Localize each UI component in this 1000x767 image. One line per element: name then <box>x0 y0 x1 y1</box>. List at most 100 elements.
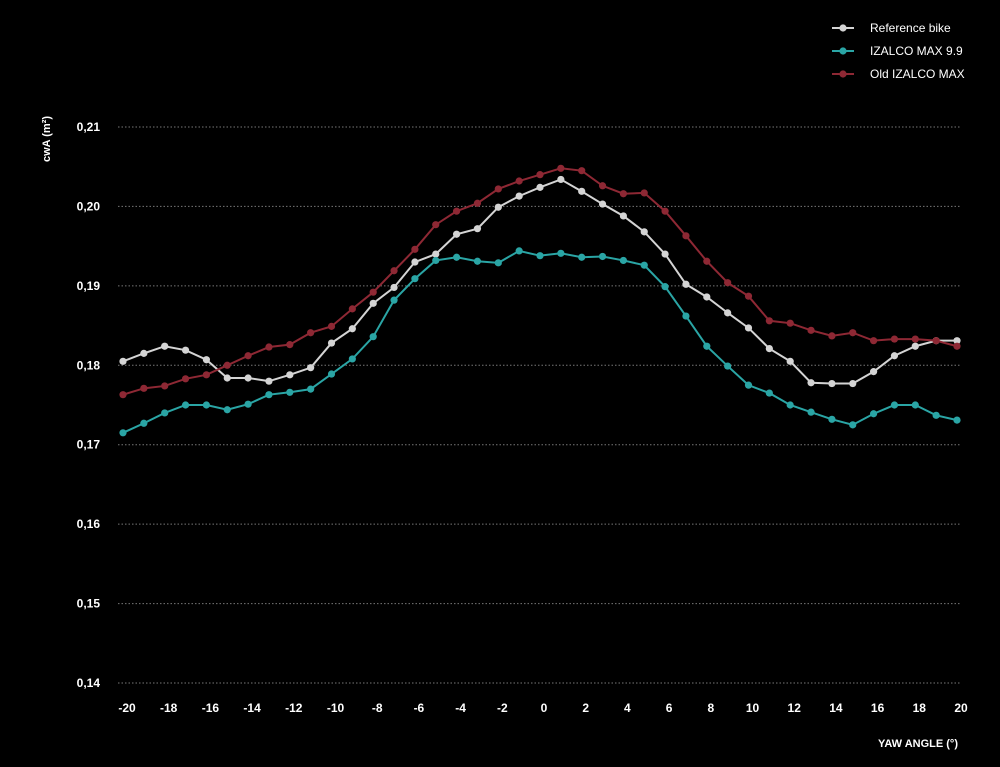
x-tick-label: -12 <box>285 701 303 715</box>
data-point <box>807 379 815 387</box>
data-point <box>369 288 377 296</box>
data-point <box>161 342 169 350</box>
data-point <box>286 388 294 396</box>
y-tick-label: 0,16 <box>77 517 101 531</box>
data-point <box>536 183 544 191</box>
data-point <box>807 326 815 334</box>
data-point <box>536 171 544 179</box>
data-point <box>453 253 461 261</box>
data-point <box>619 190 628 198</box>
x-tick-label: 10 <box>746 701 760 715</box>
data-point <box>265 343 273 351</box>
data-point <box>890 401 899 409</box>
x-tick-label: -6 <box>414 701 425 715</box>
data-point <box>890 335 899 343</box>
x-tick-label: 14 <box>829 701 843 715</box>
x-tick-label: 6 <box>666 701 673 715</box>
data-point <box>765 345 773 353</box>
data-point <box>307 385 315 393</box>
y-tick-label: 0,14 <box>77 676 101 690</box>
data-point <box>494 185 502 193</box>
data-point <box>202 401 210 409</box>
data-point <box>119 429 127 437</box>
data-point <box>682 232 690 240</box>
data-point <box>327 322 336 330</box>
data-point <box>140 384 148 392</box>
data-point <box>348 325 356 333</box>
data-point <box>161 382 169 390</box>
data-point <box>703 342 711 350</box>
data-point <box>661 283 669 291</box>
data-point <box>286 371 294 379</box>
data-point <box>432 256 440 265</box>
data-point <box>598 182 607 190</box>
data-point <box>828 379 836 388</box>
data-point <box>265 391 273 399</box>
data-point <box>744 292 753 300</box>
data-point <box>390 296 398 304</box>
data-point <box>807 408 815 416</box>
data-point <box>849 379 857 388</box>
data-point <box>953 337 961 345</box>
data-point <box>453 207 461 215</box>
data-point <box>432 221 440 229</box>
data-point <box>494 259 502 267</box>
x-tick-label: 20 <box>954 701 968 715</box>
data-point <box>578 253 586 261</box>
data-point <box>411 258 419 266</box>
data-point <box>765 389 773 397</box>
data-point <box>307 329 315 337</box>
data-point <box>223 374 231 382</box>
data-point <box>661 250 669 258</box>
data-point <box>765 317 773 325</box>
data-point <box>870 410 878 418</box>
data-point <box>327 370 336 378</box>
data-point <box>286 341 294 349</box>
data-point <box>557 175 565 184</box>
series-reference-bike <box>119 175 961 388</box>
y-tick-label: 0,20 <box>77 199 101 213</box>
data-point <box>703 257 711 265</box>
data-point <box>744 381 753 389</box>
data-point <box>181 346 190 354</box>
data-point <box>473 225 482 233</box>
data-point <box>515 192 523 200</box>
x-tick-label: -14 <box>243 701 261 715</box>
data-point <box>870 337 878 345</box>
x-tick-label: 0 <box>541 701 548 715</box>
y-tick-label: 0,18 <box>77 358 101 372</box>
data-point <box>161 409 169 417</box>
data-point <box>557 249 565 257</box>
legend-item: IZALCO MAX 9.9 <box>832 44 963 58</box>
x-tick-label: 2 <box>582 701 589 715</box>
data-point <box>932 411 940 419</box>
data-point <box>703 293 711 301</box>
x-tick-label: -10 <box>327 701 345 715</box>
data-point <box>911 342 919 350</box>
legend-swatch-dot <box>839 47 847 55</box>
data-point <box>849 421 857 429</box>
data-point <box>536 252 544 260</box>
data-point <box>890 352 899 360</box>
data-point <box>578 167 586 175</box>
data-point <box>578 187 586 195</box>
data-point <box>265 377 273 385</box>
data-point <box>223 406 231 414</box>
series-old-izalco-max <box>119 164 961 399</box>
data-point <box>619 212 628 220</box>
data-point <box>515 247 523 255</box>
data-point <box>619 256 628 265</box>
data-point <box>744 324 753 332</box>
data-point <box>432 250 440 258</box>
x-tick-label: -16 <box>202 701 220 715</box>
data-point <box>598 200 607 208</box>
data-point <box>953 342 961 350</box>
data-point <box>828 332 836 340</box>
data-point <box>369 333 377 341</box>
data-point <box>202 356 210 364</box>
data-point <box>473 199 482 207</box>
legend-label: Reference bike <box>870 21 951 35</box>
data-point <box>640 261 648 269</box>
legend-item: Old IZALCO MAX <box>832 67 965 81</box>
data-point <box>828 415 836 423</box>
